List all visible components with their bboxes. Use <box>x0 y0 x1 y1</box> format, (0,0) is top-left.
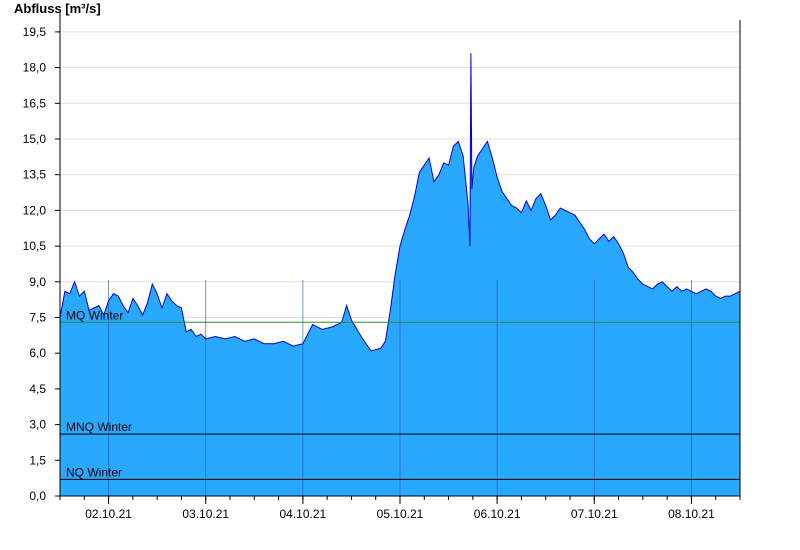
area-layer <box>59 53 741 497</box>
y-axis-title: Abfluss [m³/s] <box>14 1 101 16</box>
reference-line-label: MNQ Winter <box>66 420 132 434</box>
y-tick-label: 18,0 <box>23 61 47 75</box>
reference-lines: MQ Winter MNQ Winter NQ Winter <box>60 308 740 480</box>
x-tick-label: 08.10.21 <box>668 507 715 521</box>
x-tick-label: 04.10.21 <box>279 507 326 521</box>
x-tick-label: 07.10.21 <box>571 507 618 521</box>
y-tick-label: 3,0 <box>29 418 46 432</box>
y-tick-label: 12,0 <box>23 203 47 217</box>
y-tick-label: 16,5 <box>23 96 47 110</box>
axes: 0,0 1,5 3,0 4,5 6,0 7,5 9,0 10,5 12,0 13,5 15,0 16,… <box>23 12 741 521</box>
y-tick-label: 6,0 <box>29 346 46 360</box>
reference-line-label: NQ Winter <box>66 465 122 479</box>
reference-line-label: MQ Winter <box>66 308 123 322</box>
y-tick-label: 4,5 <box>29 382 46 396</box>
x-tick-label: 05.10.21 <box>377 507 424 521</box>
discharge-line <box>59 53 741 352</box>
y-tick-label: 0,0 <box>29 489 46 503</box>
y-tick-label: 15,0 <box>23 132 47 146</box>
y-tick-label: 10,5 <box>23 239 47 253</box>
y-tick-label: 9,0 <box>29 275 46 289</box>
x-tick-label: 02.10.21 <box>85 507 132 521</box>
y-tick-label: 7,5 <box>29 311 46 325</box>
x-tick-label: 03.10.21 <box>182 507 229 521</box>
y-tick-label: 1,5 <box>29 453 46 467</box>
y-tick-label: 13,5 <box>23 168 47 182</box>
y-tick-label: 19,5 <box>23 25 47 39</box>
discharge-area <box>60 53 740 497</box>
x-tick-label: 06.10.21 <box>474 507 521 521</box>
